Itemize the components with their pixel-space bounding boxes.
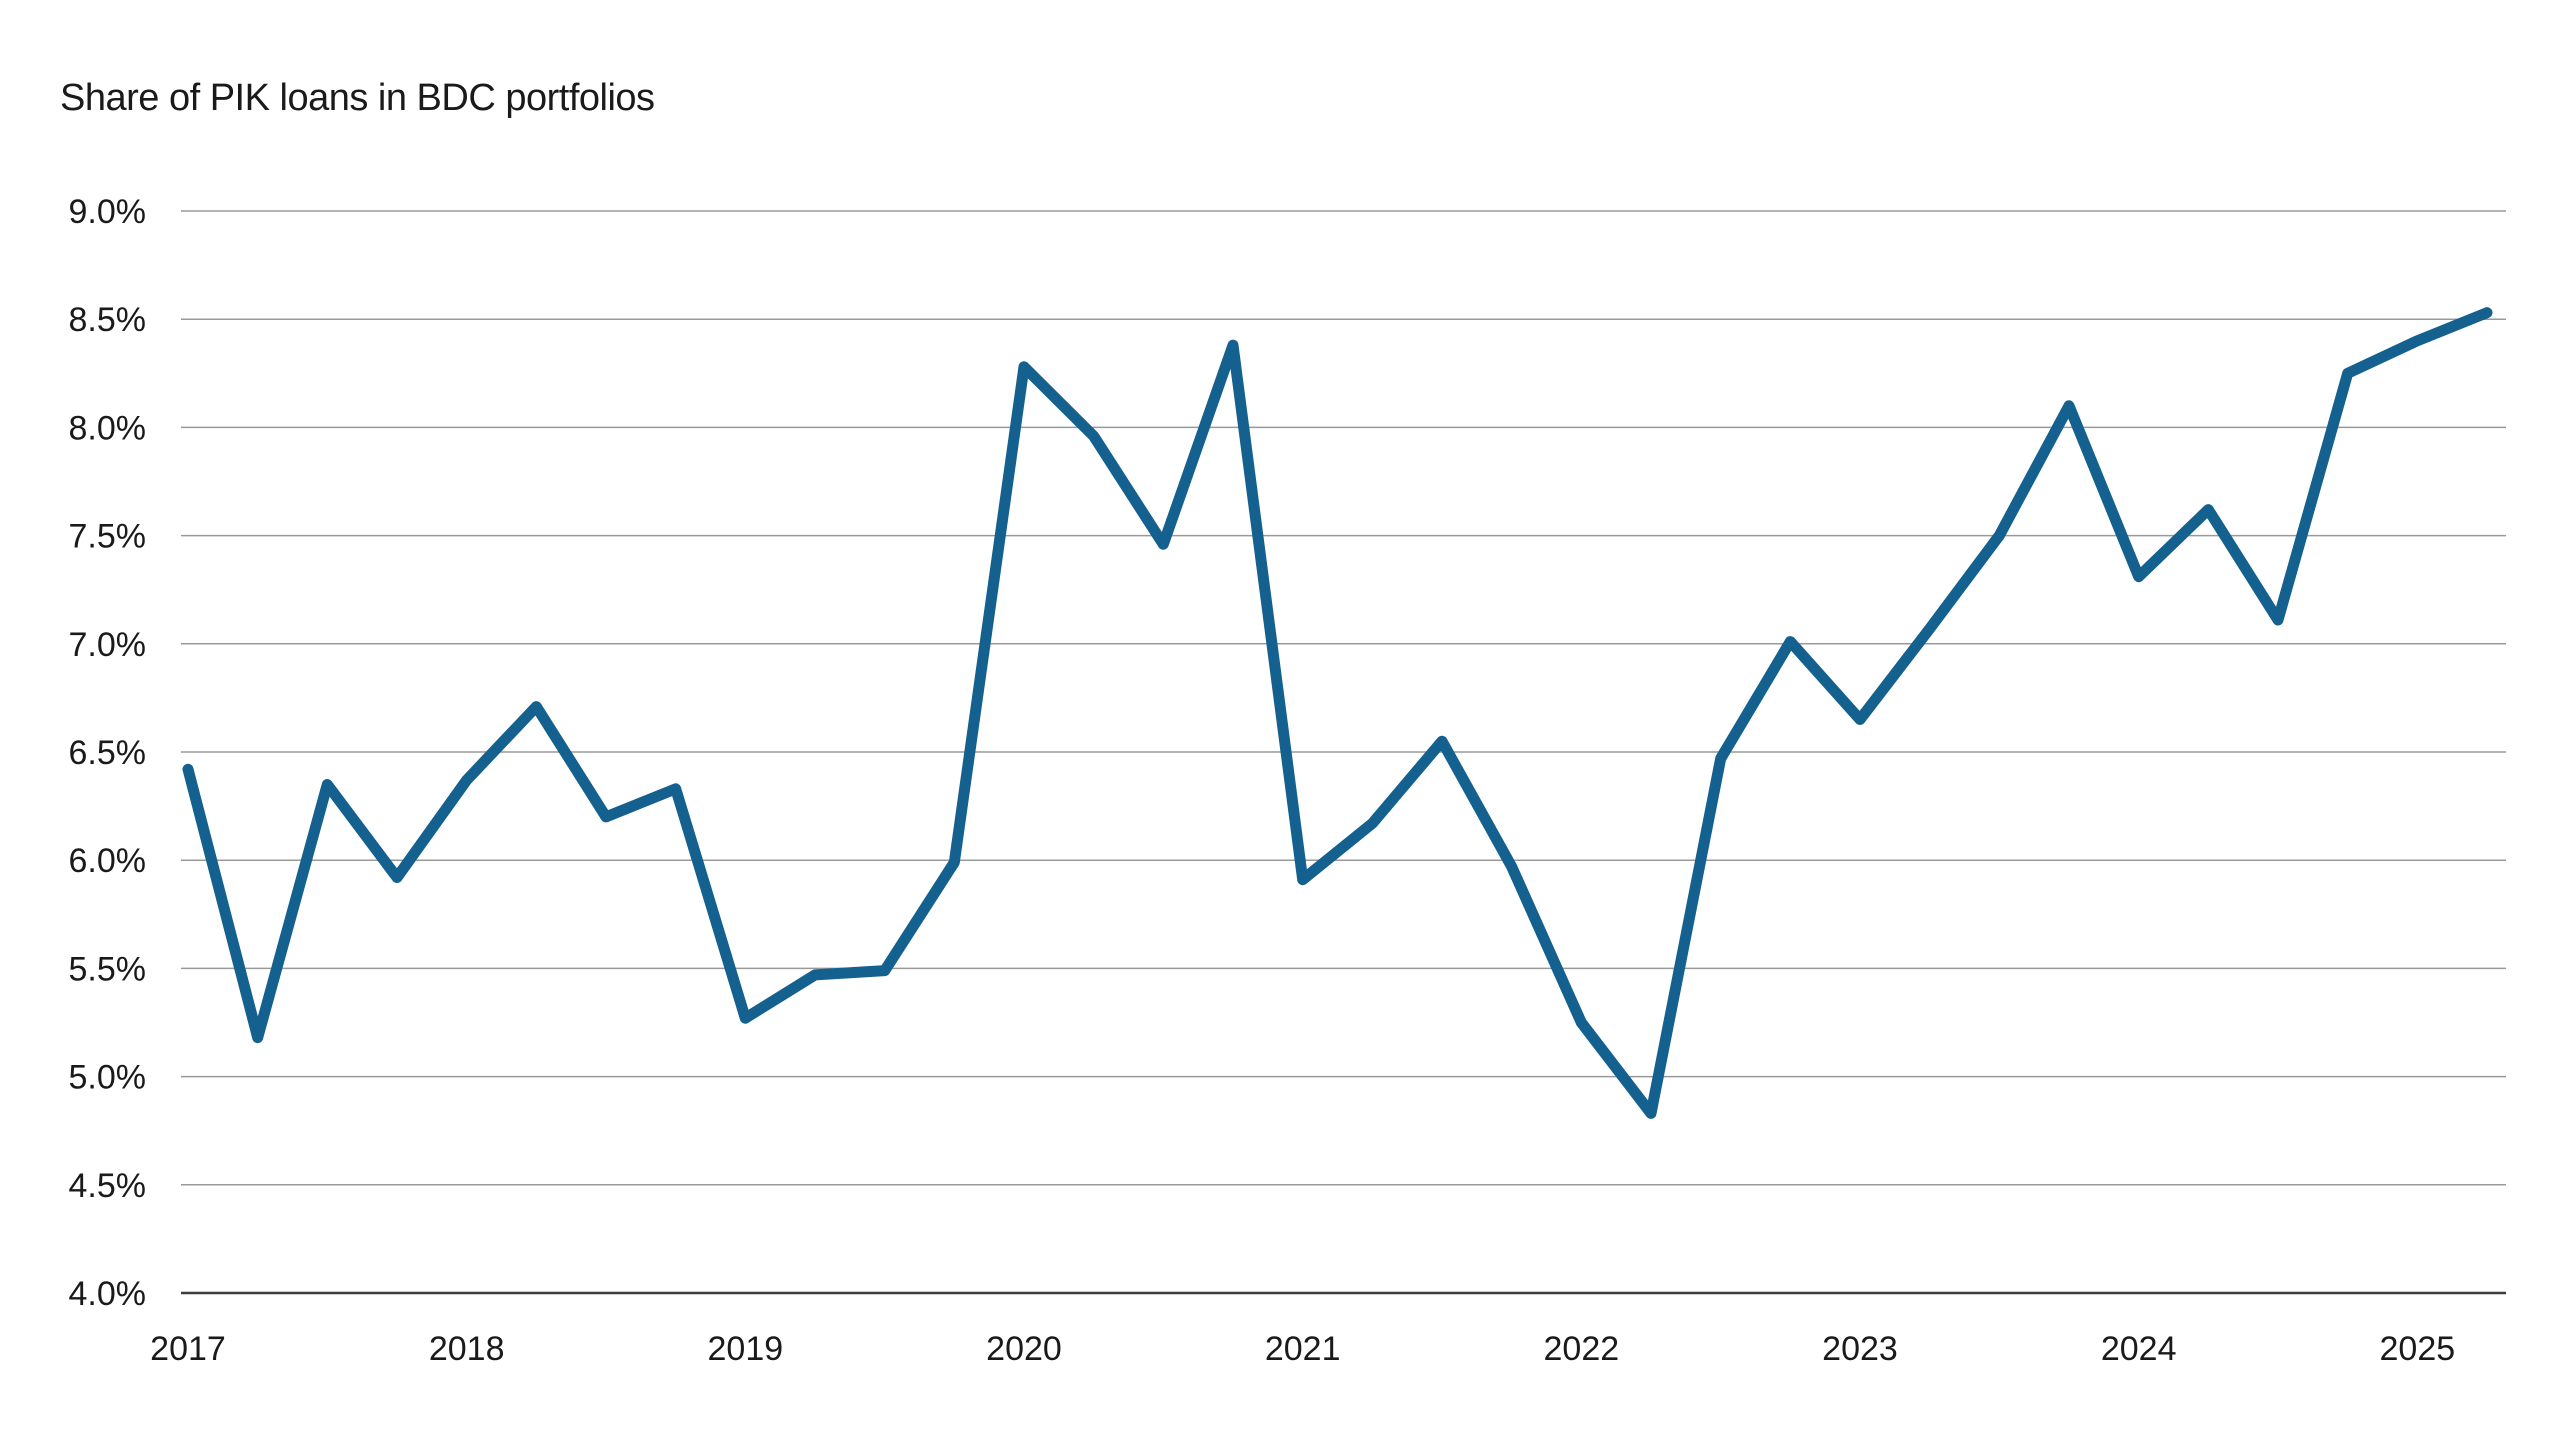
y-tick-label: 7.0% (69, 626, 147, 664)
y-tick-label: 9.0% (69, 193, 147, 231)
pik-share-series-line (182, 307, 2493, 1119)
x-tick-label: 2021 (1265, 1330, 1341, 1368)
y-tick-label: 6.5% (69, 734, 147, 772)
x-tick-label: 2025 (2380, 1330, 2456, 1368)
chart-title: Share of PIK loans in BDC portfolios (60, 77, 655, 119)
y-tick-label: 6.0% (69, 842, 147, 880)
y-tick-label: 5.0% (69, 1059, 147, 1097)
y-tick-label: 8.0% (69, 409, 147, 447)
x-tick-label: 2017 (150, 1330, 226, 1368)
y-tick-label: 4.5% (69, 1167, 147, 1205)
y-tick-label: 4.0% (69, 1275, 147, 1313)
x-tick-label: 2023 (1822, 1330, 1898, 1368)
x-tick-label: 2020 (986, 1330, 1062, 1368)
y-tick-label: 8.5% (69, 301, 147, 339)
y-tick-label: 7.5% (69, 518, 147, 556)
x-tick-label: 2024 (2101, 1330, 2177, 1368)
x-tick-label: 2019 (708, 1330, 784, 1368)
x-tick-label: 2018 (429, 1330, 505, 1368)
x-tick-label: 2022 (1544, 1330, 1620, 1368)
y-tick-label: 5.5% (69, 950, 147, 988)
